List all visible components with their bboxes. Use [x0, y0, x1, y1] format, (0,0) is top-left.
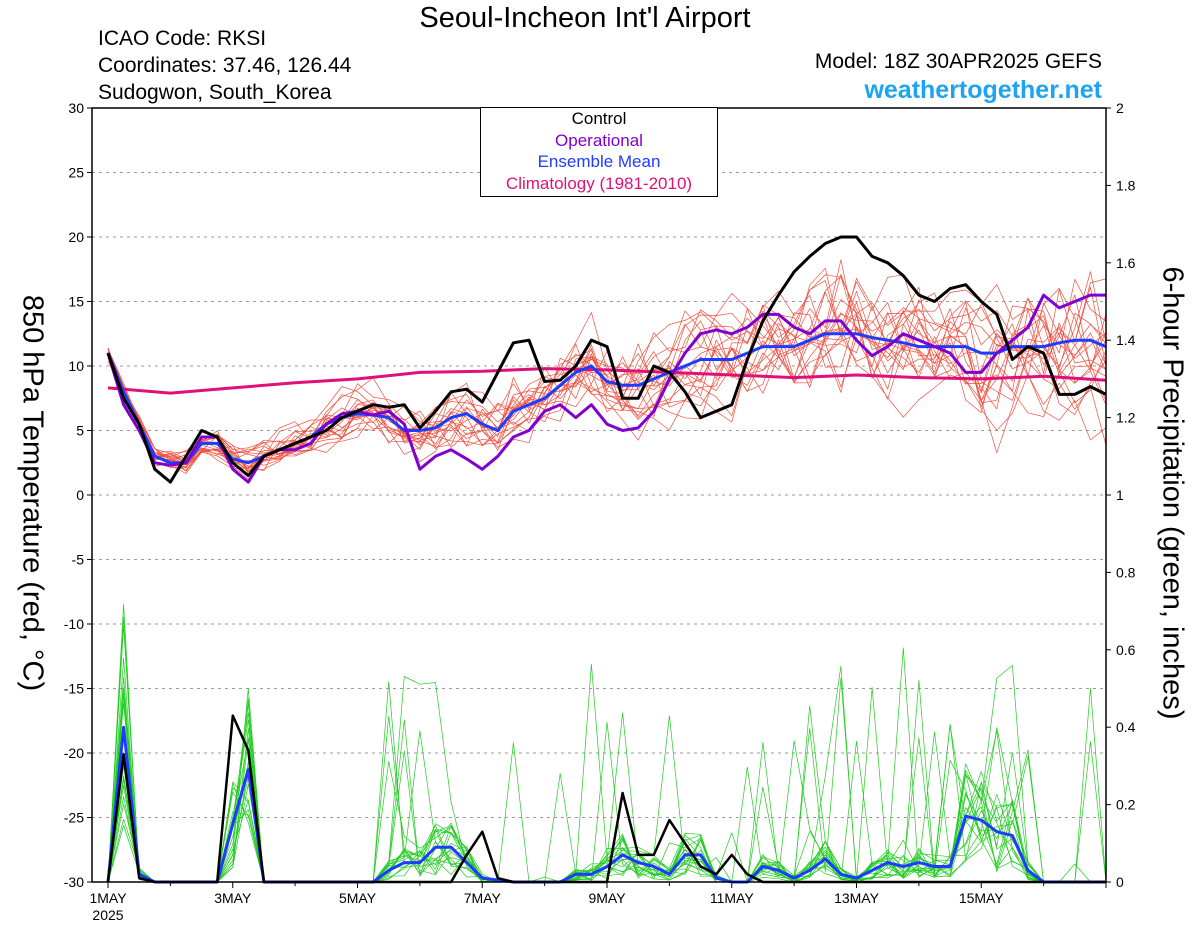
y-tick-label: -25: [64, 810, 84, 826]
y-tick-label: -30: [64, 874, 84, 890]
y-tick-label: 30: [68, 100, 84, 116]
operational-line: [106, 293, 1106, 484]
y2-tick-label: 2: [1116, 100, 1124, 116]
temp-member-line: [107, 275, 1107, 464]
x-tick-sublabel: 2025: [92, 907, 123, 923]
y-tick-label: -15: [64, 681, 84, 697]
y2-tick-label: 0.8: [1116, 564, 1136, 580]
temp-member-line: [107, 278, 1107, 466]
y2-tick-label: 1.4: [1116, 332, 1136, 348]
legend-item-control: Control: [571, 109, 627, 128]
y2-tick-label: 1.6: [1116, 255, 1136, 271]
x-tick-label: 9MAY: [588, 890, 626, 906]
chart-title: Seoul-Incheon Int'l Airport: [419, 2, 751, 34]
y2-tick-label: 1: [1116, 487, 1124, 503]
icao-code: ICAO Code: RKSI: [98, 27, 267, 50]
y2-tick-label: 0.2: [1116, 797, 1136, 813]
y2-tick-label: 1.8: [1116, 177, 1136, 193]
y2-tick-label: 0.4: [1116, 719, 1136, 735]
y-tick-label: -20: [64, 745, 84, 761]
climatology-line: [107, 367, 1107, 395]
x-tick-label: 15MAY: [959, 890, 1005, 906]
temp-member-line: [107, 274, 1107, 470]
y-tick-label: 10: [68, 358, 84, 374]
y-tick-label: 0: [76, 487, 84, 503]
x-tick-label: 5MAY: [339, 890, 377, 906]
x-tick-label: 11MAY: [710, 890, 754, 906]
x-tick-label: 13MAY: [834, 890, 880, 906]
temp-member-line: [107, 259, 1107, 469]
y-tick-label: -5: [72, 552, 85, 568]
y-tick-label: -10: [64, 616, 84, 632]
x-tick-label: 1MAY: [89, 890, 127, 906]
y-tick-label: 5: [76, 423, 84, 439]
site-link[interactable]: weathertogether.net: [864, 76, 1102, 104]
control-line: [106, 235, 1107, 484]
y-tick-label: 25: [68, 165, 84, 181]
y2-tick-label: 1.2: [1116, 410, 1136, 426]
temp-member-line: [107, 267, 1107, 472]
legend-item-operational: Operational: [555, 130, 643, 150]
region: Sudogwon, South_Korea: [98, 81, 332, 104]
legend: Control Operational Ensemble Mean Climat…: [480, 107, 718, 197]
y-tick-label: 20: [68, 229, 84, 245]
y2-tick-label: 0.6: [1116, 642, 1136, 658]
y2-tick-label: 0: [1116, 874, 1124, 890]
x-tick-label: 3MAY: [214, 890, 252, 906]
coordinates: Coordinates: 37.46, 126.44: [98, 54, 352, 77]
temp-member-line: [107, 297, 1107, 466]
legend-item-climatology: Climatology (1981-2010): [505, 173, 693, 193]
legend-item-mean: Ensemble Mean: [537, 152, 661, 171]
model-run: Model: 18Z 30APR2025 GEFS: [814, 50, 1102, 73]
x-tick-label: 7MAY: [464, 890, 502, 906]
temp-member-line: [107, 312, 1107, 473]
y-tick-label: 15: [68, 294, 84, 310]
temp-member-line: [107, 274, 1107, 473]
